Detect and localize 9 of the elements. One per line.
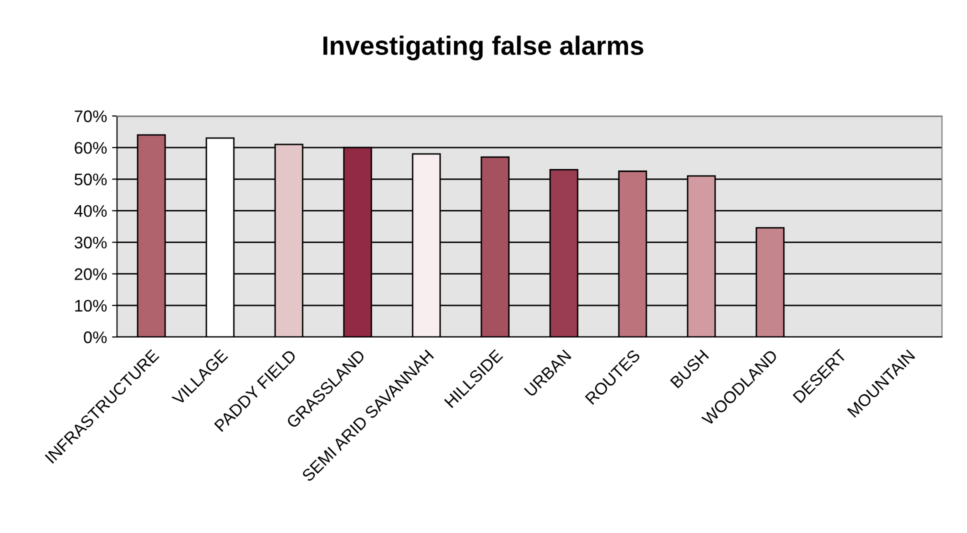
y-tick-label: 60% [74, 142, 107, 154]
y-tick-label: 70% [74, 110, 107, 122]
y-tick-label: 20% [74, 268, 107, 280]
y-tick-label: 30% [74, 236, 107, 248]
y-tick-label: 50% [74, 174, 107, 186]
y-tick-label: 10% [75, 300, 107, 312]
chart-title: Investigating false alarms [323, 36, 644, 60]
y-tick-label: 40% [74, 205, 107, 217]
y-tick-label: 0% [84, 331, 107, 344]
